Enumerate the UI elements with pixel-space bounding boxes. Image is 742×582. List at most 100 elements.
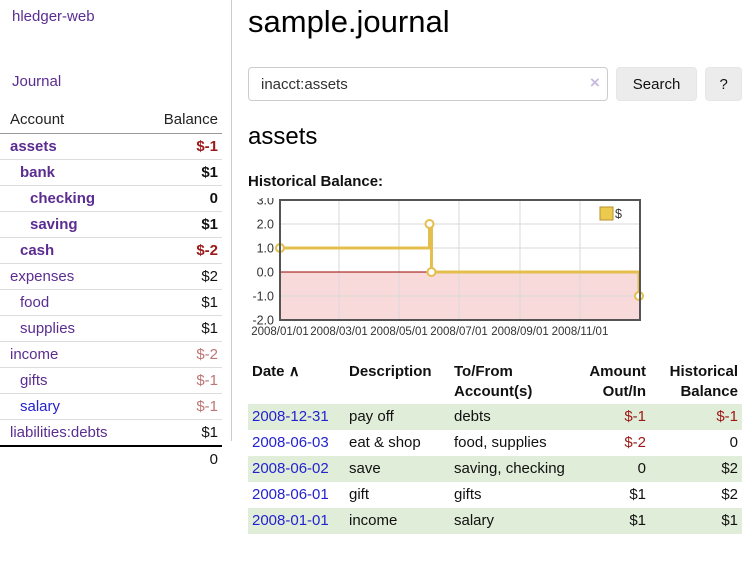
accounts-col-balance: Balance xyxy=(136,108,222,134)
accounts-total-row: 0 xyxy=(0,445,222,472)
chart-label: Historical Balance: xyxy=(248,173,384,190)
account-row: bank $1 xyxy=(0,159,222,186)
account-link-cash[interactable]: cash xyxy=(20,242,55,259)
account-row: supplies $1 xyxy=(0,315,222,342)
account-heading: assets xyxy=(248,123,318,150)
sort-ascending-icon: ∧ xyxy=(288,363,300,380)
transaction-date-link[interactable]: 2008-06-01 xyxy=(252,486,329,503)
account-row: checking 0 xyxy=(0,185,222,212)
account-balance: $1 xyxy=(136,159,222,186)
accounts-table: Account Balance assets $-1 bank $1 check… xyxy=(0,108,222,472)
transaction-accounts: food, supplies xyxy=(454,434,547,451)
sidebar-divider xyxy=(231,0,232,441)
account-row: liabilities:debts $1 xyxy=(0,419,222,446)
account-balance: $1 xyxy=(136,211,222,238)
account-balance: $-1 xyxy=(136,367,222,394)
account-link-checking[interactable]: checking xyxy=(30,190,96,207)
transactions-table: Date ∧ Description To/From Account(s) Am… xyxy=(248,360,742,534)
account-link-saving[interactable]: saving xyxy=(30,216,78,233)
sidebar: hledger-web Journal Account Balance asse… xyxy=(0,0,232,582)
transaction-balance: $2 xyxy=(721,460,738,477)
account-row: food $1 xyxy=(0,289,222,316)
help-button[interactable]: ? xyxy=(705,67,742,101)
account-link-expenses[interactable]: expenses xyxy=(10,268,75,285)
transaction-balance: $1 xyxy=(721,512,738,529)
page-title: sample.journal xyxy=(248,4,450,39)
svg-text:-2.0: -2.0 xyxy=(252,314,274,328)
col-header-historical-balance: Historical Balance xyxy=(669,363,738,400)
account-link-supplies[interactable]: supplies xyxy=(20,320,76,337)
account-balance: 0 xyxy=(136,185,222,212)
svg-text:3.0: 3.0 xyxy=(257,198,274,208)
transaction-row: 2008-12-31 pay off debts $-1 $-1 xyxy=(248,404,742,430)
transaction-amount: 0 xyxy=(637,460,646,477)
svg-text:2008/09/01: 2008/09/01 xyxy=(491,326,549,338)
account-row: expenses $2 xyxy=(0,263,222,290)
transaction-amount: $-1 xyxy=(624,408,646,425)
clear-search-icon[interactable]: × xyxy=(589,73,600,92)
app-brand-link[interactable]: hledger-web xyxy=(12,8,95,25)
svg-text:0.0: 0.0 xyxy=(257,266,274,280)
svg-text:2.0: 2.0 xyxy=(257,218,274,232)
account-row: saving $1 xyxy=(0,211,222,238)
transaction-row: 2008-06-02 save saving, checking 0 $2 xyxy=(248,456,742,482)
transaction-amount: $1 xyxy=(629,486,646,503)
transaction-date-link[interactable]: 2008-01-01 xyxy=(252,512,329,529)
transaction-description: pay off xyxy=(349,408,394,425)
transactions-header-row: Date ∧ Description To/From Account(s) Am… xyxy=(248,360,742,404)
transaction-accounts: saving, checking xyxy=(454,460,565,477)
account-row: gifts $-1 xyxy=(0,367,222,394)
main-content: sample.journal × Search ? assets Histori… xyxy=(248,0,742,534)
account-row: salary $-1 xyxy=(0,393,222,420)
account-link-food[interactable]: food xyxy=(20,294,50,311)
accounts-total-balance: 0 xyxy=(136,445,222,472)
account-row: cash $-2 xyxy=(0,237,222,264)
sidebar-item-journal[interactable]: Journal xyxy=(12,73,62,90)
transaction-description: save xyxy=(349,460,381,477)
svg-text:2008/01/01: 2008/01/01 xyxy=(251,326,309,338)
account-link-liabilities-debts[interactable]: liabilities:debts xyxy=(10,424,108,441)
transaction-balance: $-1 xyxy=(716,408,738,425)
svg-text:2008/03/01: 2008/03/01 xyxy=(310,326,368,338)
transaction-row: 2008-01-01 income salary $1 $1 xyxy=(248,508,742,534)
search-bar: × Search ? xyxy=(248,67,742,101)
transaction-date-link[interactable]: 2008-06-03 xyxy=(252,434,329,451)
col-header-date[interactable]: Date ∧ xyxy=(252,363,300,380)
account-balance: $-1 xyxy=(136,133,222,160)
col-header-description: Description xyxy=(349,363,432,380)
transaction-description: eat & shop xyxy=(349,434,421,451)
search-input[interactable] xyxy=(248,67,608,101)
svg-text:$: $ xyxy=(615,207,622,221)
account-row: income $-2 xyxy=(0,341,222,368)
col-header-amount-outin: Amount Out/In xyxy=(589,363,646,400)
svg-text:1.0: 1.0 xyxy=(257,242,274,256)
svg-text:2008/05/01: 2008/05/01 xyxy=(370,326,428,338)
transaction-amount: $-2 xyxy=(624,434,646,451)
account-balance: $1 xyxy=(136,289,222,316)
search-button[interactable]: Search xyxy=(615,67,698,101)
account-link-assets[interactable]: assets xyxy=(10,138,57,155)
transaction-accounts: salary xyxy=(454,512,495,529)
accounts-col-account: Account xyxy=(0,108,137,134)
transaction-balance: $2 xyxy=(721,486,738,503)
account-link-bank[interactable]: bank xyxy=(20,164,56,181)
svg-text:2008/11/01: 2008/11/01 xyxy=(552,326,609,338)
transaction-amount: $1 xyxy=(629,512,646,529)
account-balance: $-2 xyxy=(136,237,222,264)
account-link-income[interactable]: income xyxy=(10,346,59,363)
transaction-description: gift xyxy=(349,486,370,503)
transaction-balance: 0 xyxy=(729,434,738,451)
account-link-salary[interactable]: salary xyxy=(20,398,61,415)
transaction-row: 2008-06-01 gift gifts $1 $2 xyxy=(248,482,742,508)
svg-text:-1.0: -1.0 xyxy=(252,290,274,304)
transaction-accounts: debts xyxy=(454,408,491,425)
historical-balance-chart: 3.0 2.0 1.0 0.0 -1.0 -2.0 2008/01/01 2008/03/01… xyxy=(248,198,644,340)
transaction-description: income xyxy=(349,512,398,529)
svg-text:2008/07/01: 2008/07/01 xyxy=(430,326,488,338)
transaction-row: 2008-06-03 eat & shop food, supplies $-2… xyxy=(248,430,742,456)
transaction-date-link[interactable]: 2008-06-02 xyxy=(252,460,329,477)
account-balance: $1 xyxy=(136,315,222,342)
transaction-date-link[interactable]: 2008-12-31 xyxy=(252,408,329,425)
account-link-gifts[interactable]: gifts xyxy=(20,372,48,389)
